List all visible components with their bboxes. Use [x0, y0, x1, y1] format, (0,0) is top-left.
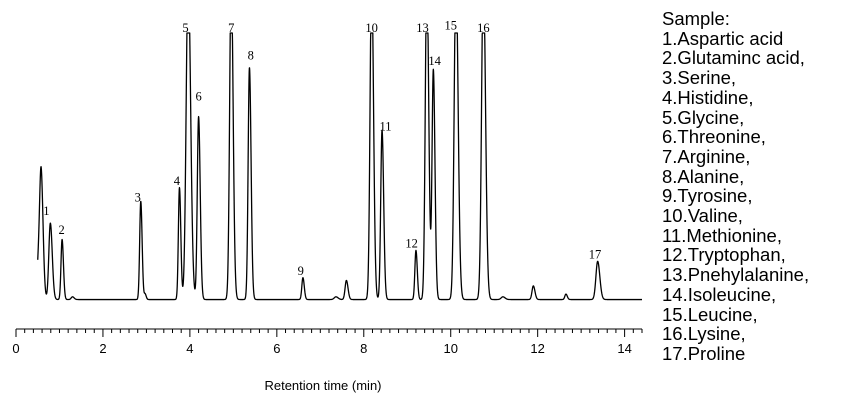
- legend-item: 6.Threonine,: [662, 126, 766, 148]
- legend-item: 4.Histidine,: [662, 86, 754, 108]
- legend-item: 5.Glycine,: [662, 106, 745, 128]
- peak-label: 14: [428, 54, 441, 68]
- legend-title: Sample:: [662, 8, 730, 29]
- x-tick-label: 14: [617, 341, 631, 356]
- legend-item: 8.Alanine,: [662, 165, 745, 187]
- x-tick-label: 0: [12, 341, 19, 356]
- legend-item: 17.Proline: [662, 342, 746, 364]
- legend-item: 13.Pnehylalanine,: [662, 264, 810, 286]
- peak-label: 1: [43, 204, 49, 218]
- legend-item: 16.Lysine,: [662, 323, 746, 345]
- legend-item: 15.Leucine,: [662, 303, 758, 325]
- x-tick-label: 6: [273, 341, 280, 356]
- x-tick-label: 4: [186, 341, 193, 356]
- x-axis-title: Retention time (min): [264, 378, 381, 393]
- legend-item: 10.Valine,: [662, 205, 743, 227]
- chromatogram-trace: [37, 32, 643, 301]
- x-tick-label: 12: [530, 341, 544, 356]
- x-tick-label: 10: [443, 341, 457, 356]
- peak-label: 4: [174, 174, 181, 188]
- legend-item: 9.Tyrosine,: [662, 185, 753, 207]
- peak-label: 8: [248, 48, 254, 62]
- peak-label: 5: [182, 21, 188, 35]
- peak-label: 15: [444, 18, 457, 32]
- legend-item: 12.Tryptophan,: [662, 244, 786, 266]
- peak-label: 7: [228, 21, 234, 35]
- peak-label: 16: [477, 21, 490, 35]
- x-tick-label: 8: [360, 341, 367, 356]
- peak-label: 3: [135, 190, 141, 204]
- sample-legend: Sample: 1.Aspartic acid 2.Glutaminc acid,…: [662, 9, 809, 364]
- legend-item: 7.Arginine,: [662, 145, 751, 167]
- peak-label: 17: [589, 248, 602, 262]
- peak-label: 10: [365, 21, 378, 35]
- legend-item: 14.Isoleucine,: [662, 283, 777, 305]
- x-tick-label: 2: [99, 341, 106, 356]
- peak-label: 13: [416, 21, 429, 35]
- peak-label: 2: [59, 223, 65, 237]
- legend-item: 2.Glutaminc acid,: [662, 47, 805, 69]
- peak-label: 6: [195, 89, 201, 103]
- legend-items: 1.Aspartic acid 2.Glutaminc acid, 3.Serine…: [662, 27, 810, 364]
- peak-label: 9: [298, 264, 304, 278]
- peak-label: 11: [379, 119, 391, 133]
- legend-item: 1.Aspartic acid: [662, 27, 784, 49]
- legend-item: 3.Serine,: [662, 67, 737, 89]
- legend-item: 11.Methionine,: [662, 224, 782, 246]
- peak-label: 12: [405, 237, 418, 251]
